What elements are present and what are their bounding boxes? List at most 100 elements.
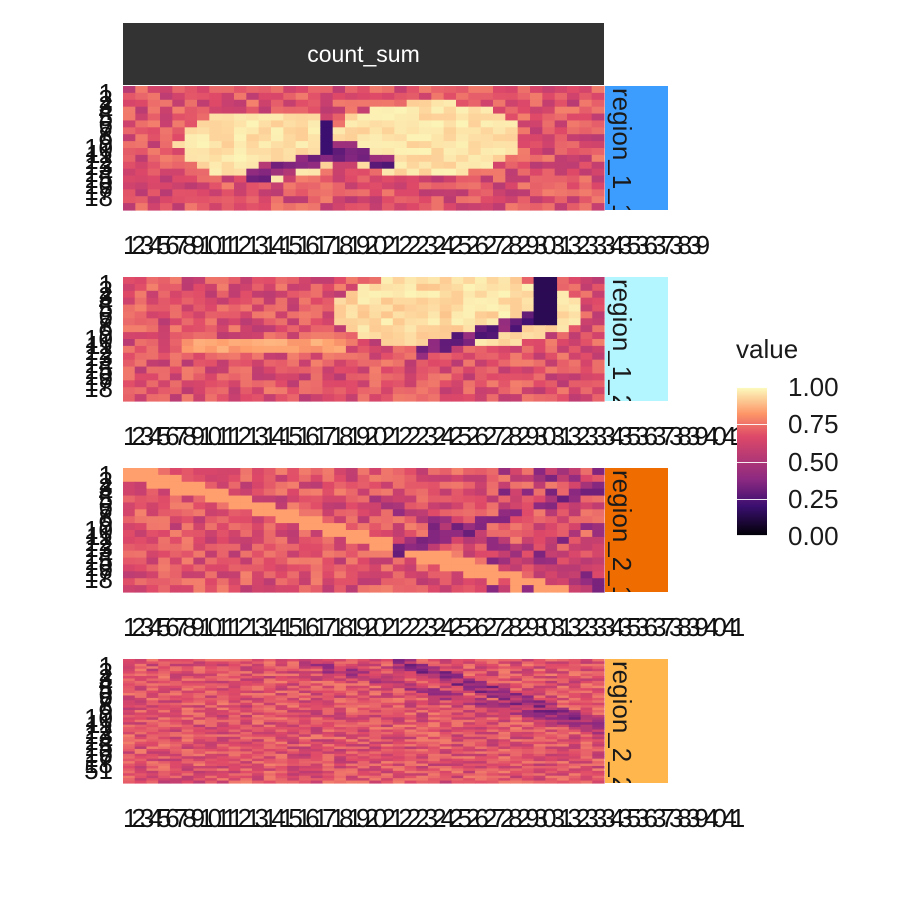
heatmap-cell xyxy=(334,380,347,388)
heatmap-cell xyxy=(463,712,476,716)
heatmap-cell xyxy=(580,727,593,731)
heatmap-cell xyxy=(474,311,488,319)
heatmap-cell xyxy=(158,332,171,340)
heatmap-cell xyxy=(345,585,359,593)
heatmap-cell xyxy=(381,695,394,699)
heatmap-cell xyxy=(517,141,531,149)
heatmap-cell xyxy=(557,688,570,692)
heatmap-cell xyxy=(568,578,582,586)
heatmap-cell xyxy=(181,530,194,538)
heatmap-cell xyxy=(135,182,149,190)
heatmap-cell xyxy=(275,659,288,663)
heatmap-cell xyxy=(451,325,464,333)
heatmap-cell xyxy=(205,744,218,748)
heatmap-cell xyxy=(463,543,476,552)
heatmap-cell xyxy=(287,727,300,731)
heatmap-cell xyxy=(474,770,488,774)
heatmap-cell xyxy=(416,746,429,750)
heatmap-cell xyxy=(382,141,395,149)
heatmap-cell xyxy=(240,678,253,682)
heatmap-cell xyxy=(498,339,511,347)
heatmap-cell xyxy=(322,345,335,354)
heatmap-cell xyxy=(381,683,394,687)
heatmap-cell xyxy=(419,92,432,101)
heatmap-cell xyxy=(517,120,531,128)
heatmap-cell xyxy=(505,141,519,149)
heatmap-cell xyxy=(468,92,482,101)
y-tick-label: 2 xyxy=(98,656,113,687)
heatmap-cell xyxy=(568,758,582,762)
heatmap-cell xyxy=(181,339,194,347)
heatmap-cell xyxy=(580,387,593,395)
heatmap-cell xyxy=(530,154,543,163)
heatmap-cell xyxy=(381,693,394,697)
heatmap-cell xyxy=(406,134,420,142)
heatmap-cell xyxy=(592,380,605,388)
heatmap-cell xyxy=(334,693,347,697)
heatmap-cell xyxy=(505,134,519,142)
heatmap-cell xyxy=(123,339,136,347)
heatmap-cell xyxy=(404,394,417,402)
heatmap-cell xyxy=(557,339,570,347)
heatmap-cell xyxy=(345,304,359,313)
heatmap-cell xyxy=(439,697,453,701)
heatmap-cell xyxy=(591,141,605,149)
heatmap-cell xyxy=(545,778,558,782)
heatmap-cell xyxy=(320,120,334,128)
heatmap-cell xyxy=(474,283,488,292)
heatmap-cell xyxy=(468,168,482,177)
heatmap-cell xyxy=(392,719,406,723)
heatmap-cell xyxy=(451,543,464,552)
heatmap-cell xyxy=(568,722,582,726)
heatmap-cell xyxy=(533,359,546,368)
heatmap-cell xyxy=(521,373,535,381)
heatmap-cell xyxy=(322,673,335,677)
heatmap-cell xyxy=(275,680,288,684)
heatmap-cell xyxy=(580,712,593,716)
heatmap-cell xyxy=(216,585,230,593)
heatmap-cell xyxy=(334,775,347,779)
heatmap-cell xyxy=(287,394,300,402)
heatmap-cell xyxy=(263,775,277,779)
heatmap-cell xyxy=(134,387,148,395)
heatmap-cell xyxy=(357,734,370,738)
heatmap-cell xyxy=(357,673,370,677)
heatmap-cell xyxy=(181,702,194,706)
heatmap-cell xyxy=(228,318,241,326)
heatmap-cell xyxy=(287,352,300,361)
heatmap-cell xyxy=(158,780,171,784)
heatmap-cell xyxy=(123,744,136,748)
heatmap-cell xyxy=(258,161,272,170)
heatmap-cell xyxy=(181,714,194,718)
heatmap-cell xyxy=(228,550,241,559)
heatmap-cell xyxy=(545,585,558,593)
heatmap-cell xyxy=(591,86,605,94)
heatmap-cell xyxy=(334,697,347,701)
heatmap-cell xyxy=(580,277,593,285)
heatmap-cell xyxy=(498,683,511,687)
heatmap-cell xyxy=(392,724,406,728)
heatmap-cell xyxy=(205,536,218,545)
heatmap-cell xyxy=(382,154,395,163)
heatmap-cell xyxy=(369,702,382,706)
heatmap-cell xyxy=(216,729,230,733)
heatmap-cell xyxy=(221,134,235,142)
heatmap-cell xyxy=(530,99,543,108)
heatmap-cell xyxy=(451,734,464,738)
heatmap-cell xyxy=(419,120,432,128)
heatmap-cell xyxy=(521,727,535,731)
heatmap-cell xyxy=(345,557,359,566)
heatmap-cell xyxy=(486,578,500,586)
heatmap-cell xyxy=(287,729,300,733)
heatmap-cell xyxy=(451,685,464,689)
heatmap-cell xyxy=(252,502,265,510)
heatmap-cell xyxy=(568,680,582,684)
heatmap-cell xyxy=(216,695,230,699)
heatmap-cell xyxy=(252,727,265,731)
heatmap-cell xyxy=(298,304,312,313)
heatmap-cell xyxy=(345,763,359,767)
heatmap-cell xyxy=(545,734,558,738)
heatmap-cell xyxy=(123,710,136,714)
heatmap-cell xyxy=(545,673,558,677)
heatmap-cell xyxy=(369,671,382,675)
